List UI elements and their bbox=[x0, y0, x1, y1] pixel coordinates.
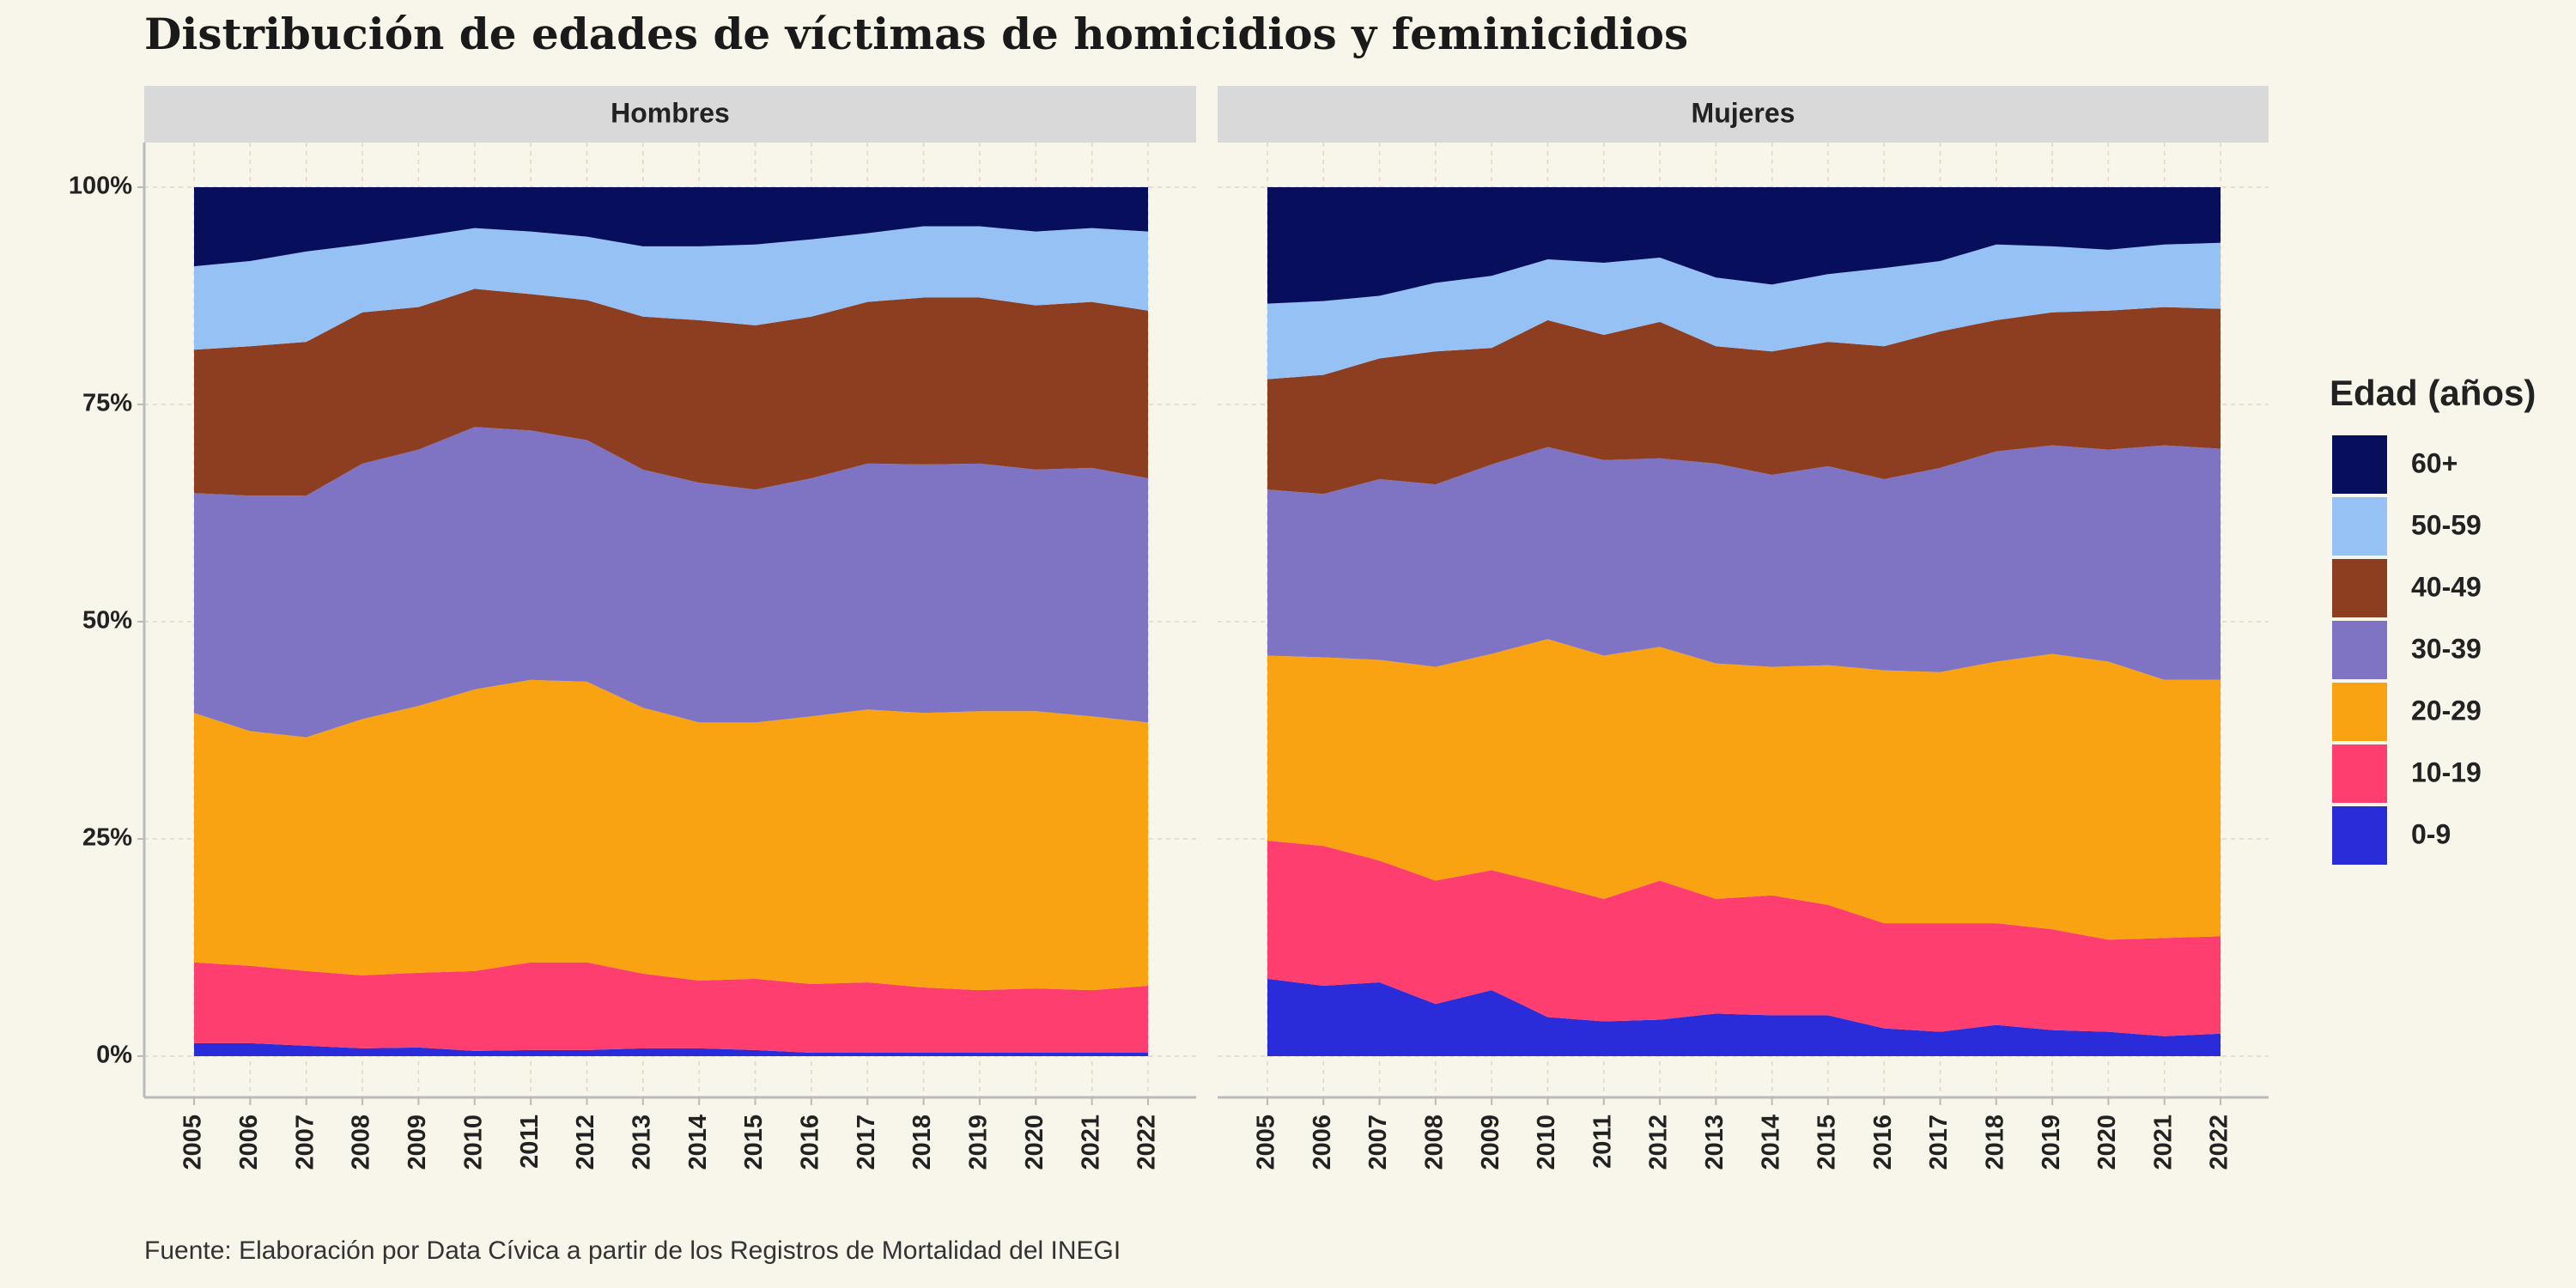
x-tick-label: 2010 bbox=[1533, 1115, 1560, 1170]
x-tick-label: 2014 bbox=[684, 1115, 712, 1170]
legend-label: 20-29 bbox=[2411, 695, 2482, 726]
area bbox=[194, 1042, 1148, 1056]
x-tick-label: 2013 bbox=[1701, 1115, 1728, 1170]
legend-label: 40-49 bbox=[2411, 571, 2482, 602]
x-tick-label: 2011 bbox=[1589, 1115, 1616, 1169]
x-tick-label: 2012 bbox=[572, 1115, 599, 1170]
legend-label: 50-59 bbox=[2411, 509, 2482, 540]
area bbox=[1267, 978, 2221, 1056]
panel-strip bbox=[1218, 86, 2269, 143]
panel-title: Hombres bbox=[611, 97, 730, 128]
legend-swatch bbox=[2332, 497, 2387, 556]
area bbox=[1267, 639, 2221, 940]
legend-swatch bbox=[2332, 559, 2387, 617]
x-tick-label: 2015 bbox=[740, 1115, 768, 1170]
x-tick-label: 2013 bbox=[628, 1115, 655, 1170]
legend-label: 60+ bbox=[2411, 447, 2458, 478]
legend-swatch bbox=[2332, 621, 2387, 679]
chart-title: Distribución de edades de víctimas de ho… bbox=[144, 9, 1688, 59]
x-tick-label: 2021 bbox=[2149, 1115, 2177, 1170]
legend-label: 10-19 bbox=[2411, 756, 2482, 787]
legend-swatch bbox=[2332, 435, 2387, 494]
y-tick-label: 50% bbox=[82, 607, 132, 635]
area bbox=[1267, 242, 2221, 380]
x-tick-label: 2016 bbox=[1869, 1115, 1897, 1170]
caption: Fuente: Elaboración por Data Cívica a pa… bbox=[144, 1236, 1121, 1265]
x-tick-label: 2017 bbox=[1925, 1115, 1953, 1170]
x-tick-label: 2022 bbox=[1133, 1115, 1161, 1170]
x-tick-label: 2007 bbox=[1364, 1115, 1392, 1170]
x-tick-label: 2011 bbox=[516, 1115, 544, 1169]
x-tick-label: 2006 bbox=[235, 1115, 263, 1170]
area bbox=[194, 289, 1148, 496]
area bbox=[1267, 307, 2221, 495]
x-tick-label: 2005 bbox=[1253, 1115, 1280, 1170]
x-tick-label: 2009 bbox=[1477, 1115, 1504, 1170]
area bbox=[194, 962, 1148, 1053]
x-tick-label: 2020 bbox=[2093, 1115, 2121, 1170]
area bbox=[194, 187, 1148, 267]
area bbox=[194, 226, 1148, 350]
legend-swatch bbox=[2332, 744, 2387, 803]
x-tick-label: 2017 bbox=[853, 1115, 880, 1170]
x-tick-label: 2020 bbox=[1021, 1115, 1048, 1170]
x-tick-label: 2022 bbox=[2206, 1115, 2233, 1170]
legend-title: Edad (años) bbox=[2330, 373, 2536, 413]
y-tick-label: 0% bbox=[96, 1042, 132, 1069]
legend-swatch bbox=[2332, 806, 2387, 865]
x-tick-label: 2006 bbox=[1309, 1115, 1336, 1170]
x-tick-label: 2008 bbox=[1421, 1115, 1449, 1170]
legend-label: 30-39 bbox=[2411, 633, 2482, 664]
x-tick-label: 2021 bbox=[1077, 1115, 1104, 1170]
area bbox=[1267, 187, 2221, 304]
legend-label: 0-9 bbox=[2411, 818, 2451, 849]
x-tick-label: 2019 bbox=[2038, 1115, 2065, 1170]
y-tick-label: 25% bbox=[82, 824, 132, 852]
x-tick-label: 2018 bbox=[1981, 1115, 2008, 1170]
x-tick-label: 2005 bbox=[179, 1115, 207, 1170]
area bbox=[1267, 445, 2221, 680]
x-tick-label: 2015 bbox=[1814, 1115, 1841, 1170]
x-tick-label: 2018 bbox=[908, 1115, 936, 1170]
panel-strip bbox=[144, 86, 1196, 143]
y-tick-label: 100% bbox=[69, 173, 132, 200]
x-tick-label: 2012 bbox=[1645, 1115, 1673, 1170]
x-tick-label: 2008 bbox=[348, 1115, 375, 1170]
x-tick-label: 2016 bbox=[797, 1115, 824, 1170]
x-tick-label: 2019 bbox=[965, 1115, 993, 1170]
area bbox=[194, 427, 1148, 738]
area bbox=[194, 679, 1148, 991]
x-tick-label: 2010 bbox=[459, 1115, 487, 1170]
x-tick-label: 2014 bbox=[1757, 1115, 1784, 1170]
x-tick-label: 2007 bbox=[291, 1115, 319, 1170]
area bbox=[1267, 841, 2221, 1036]
y-tick-label: 75% bbox=[82, 390, 132, 417]
panel-title: Mujeres bbox=[1692, 97, 1795, 128]
x-tick-label: 2009 bbox=[404, 1115, 431, 1170]
legend-swatch bbox=[2332, 683, 2387, 741]
